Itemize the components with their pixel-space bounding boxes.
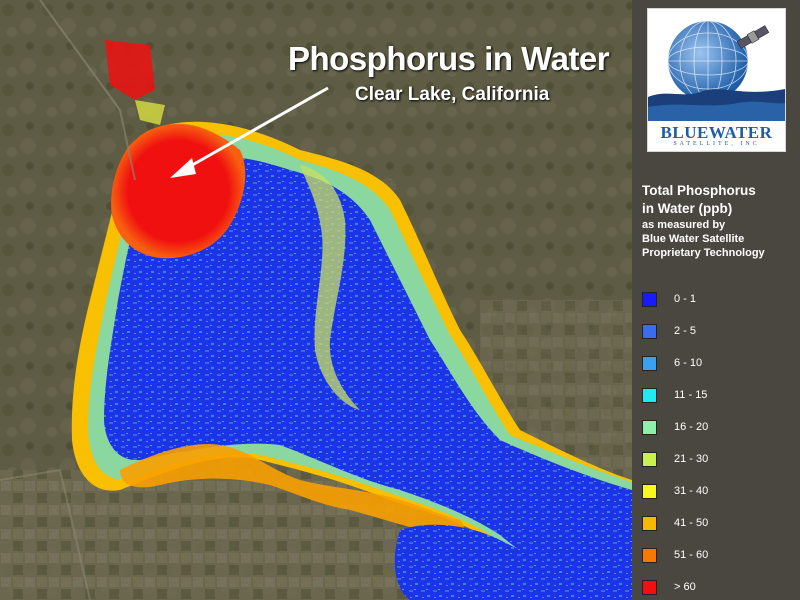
legend-label: > 60 [674, 581, 696, 593]
legend-item: 21 - 30 [642, 452, 782, 467]
legend-title: Total Phosphorus in Water (ppb) as measu… [642, 182, 798, 260]
legend-swatch [642, 452, 657, 467]
legend-note-line3: Proprietary Technology [642, 247, 765, 259]
legend-label: 41 - 50 [674, 517, 709, 529]
road-line-2 [0, 468, 91, 600]
legend-label: 6 - 10 [674, 357, 703, 369]
legend-label: 21 - 30 [674, 453, 709, 465]
legend-swatch [642, 420, 657, 435]
legend-swatch [642, 548, 657, 563]
legend-panel: BLUEWATER SATELLITE, INC Total Phosphoru… [632, 0, 800, 600]
legend-swatch [642, 292, 657, 307]
map-title: Phosphorus in Water [288, 40, 610, 77]
legend-swatch [642, 388, 657, 403]
legend-title-line2: in Water (ppb) [642, 201, 733, 216]
legend-item: 11 - 15 [642, 388, 782, 403]
legend-item: > 60 [642, 580, 782, 595]
legend-item: 0 - 1 [642, 292, 782, 307]
legend-label: 51 - 60 [674, 549, 709, 561]
globe-satellite-icon [648, 20, 785, 121]
company-logo: BLUEWATER SATELLITE, INC [647, 8, 786, 152]
pointer-arrow [179, 86, 329, 174]
legend-item: 16 - 20 [642, 420, 782, 435]
brand-subtitle: SATELLITE, INC [673, 141, 760, 147]
northern-inlet-red [105, 40, 155, 100]
legend-label: 16 - 20 [674, 421, 709, 433]
legend-swatch [642, 516, 657, 531]
east-plume [300, 165, 360, 410]
satellite-map [0, 0, 632, 600]
brand-name: BLUEWATER [660, 123, 773, 142]
pointer-arrowhead [170, 158, 196, 178]
legend-label: 2 - 5 [674, 325, 697, 337]
phosphorus-hotspot [111, 123, 246, 259]
legend-label: 11 - 15 [674, 389, 708, 401]
road-line [39, 0, 136, 181]
legend-note-line1: as measured by [642, 219, 726, 231]
legend-item: 41 - 50 [642, 516, 782, 531]
legend-note-line2: Blue Water Satellite [642, 233, 745, 245]
legend-swatch [642, 356, 657, 371]
legend-item: 31 - 40 [642, 484, 782, 499]
legend-swatch [642, 580, 657, 595]
legend-item: 2 - 5 [642, 324, 782, 339]
legend-swatch [642, 324, 657, 339]
legend-item: 51 - 60 [642, 548, 782, 563]
legend-swatch [642, 484, 657, 499]
legend-item: 6 - 10 [642, 356, 782, 371]
northern-inlet-yellow [135, 100, 165, 125]
south-plume [120, 444, 464, 537]
legend-label: 0 - 1 [674, 293, 697, 305]
legend-label: 31 - 40 [674, 485, 709, 497]
legend-title-line1: Total Phosphorus [642, 183, 756, 198]
lake-water [104, 155, 632, 600]
lake-southeast-arm [394, 524, 632, 600]
map-subtitle: Clear Lake, California [355, 84, 550, 105]
